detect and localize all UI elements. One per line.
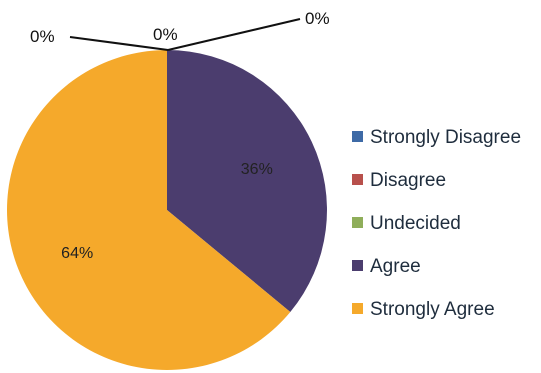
legend-swatch-disagree — [352, 174, 363, 185]
legend-label-undecided: Undecided — [370, 213, 461, 234]
pie-slices — [6, 50, 327, 370]
legend-label-disagree: Disagree — [370, 170, 446, 191]
pie-slice-strongly-agree — [6, 50, 291, 370]
leader-line-undecided — [167, 18, 301, 51]
slice-label-agree: 36% — [241, 161, 273, 178]
legend-label-agree: Agree — [370, 256, 421, 277]
leader-lines — [69, 18, 301, 51]
legend-swatch-strongly-disagree — [352, 131, 363, 142]
slice-labels: 0% 0% 0% 36% 64% — [30, 9, 330, 262]
slice-label-strongly-agree: 64% — [61, 245, 93, 262]
legend-label-strongly-disagree: Strongly Disagree — [370, 127, 521, 148]
legend: Strongly Disagree Disagree Undecided Agree S… — [352, 127, 521, 320]
leader-line-strongly-disagree — [69, 36, 169, 51]
legend-label-strongly-agree: Strongly Agree — [370, 299, 495, 320]
slice-label-strongly-disagree: 0% — [30, 27, 55, 46]
slice-label-disagree: 0% — [153, 25, 178, 44]
legend-swatch-undecided — [352, 217, 363, 228]
legend-swatch-strongly-agree — [352, 303, 363, 314]
legend-swatch-agree — [352, 260, 363, 271]
pie-slice-agree — [167, 50, 327, 312]
slice-label-undecided: 0% — [305, 9, 330, 28]
